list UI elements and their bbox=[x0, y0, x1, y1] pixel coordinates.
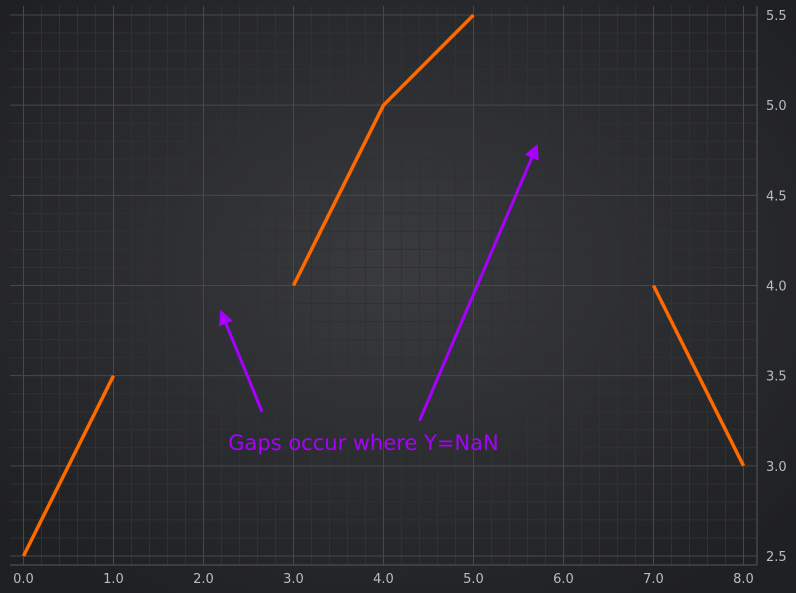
y-tick-label: 4.5 bbox=[766, 189, 787, 204]
major-grid bbox=[10, 6, 757, 565]
annotation-text: Gaps occur where Y=NaN bbox=[228, 431, 499, 455]
x-tick-label: 8.0 bbox=[733, 572, 754, 587]
y-tick-label: 5.5 bbox=[766, 9, 787, 24]
x-tick-label: 3.0 bbox=[283, 572, 304, 587]
series-line-segment bbox=[21, 374, 116, 557]
x-tick-label: 1.0 bbox=[103, 572, 124, 587]
x-tick-label: 2.0 bbox=[193, 572, 214, 587]
annotation-arrow bbox=[418, 143, 539, 422]
y-tick-label: 3.5 bbox=[766, 370, 787, 385]
x-tick-label: 6.0 bbox=[553, 572, 574, 587]
y-tick-label: 2.5 bbox=[766, 550, 787, 565]
x-tick-label: 7.0 bbox=[643, 572, 664, 587]
y-tick-label: 5.0 bbox=[766, 99, 787, 114]
annotation-arrow bbox=[219, 309, 264, 413]
x-tick-label: 4.0 bbox=[373, 572, 394, 587]
series-line-segment bbox=[651, 284, 746, 467]
x-tick-label: 0.0 bbox=[13, 572, 34, 587]
x-tick-label: 5.0 bbox=[463, 572, 484, 587]
y-tick-label: 4.0 bbox=[766, 280, 787, 295]
y-tick-label: 3.0 bbox=[766, 460, 787, 475]
